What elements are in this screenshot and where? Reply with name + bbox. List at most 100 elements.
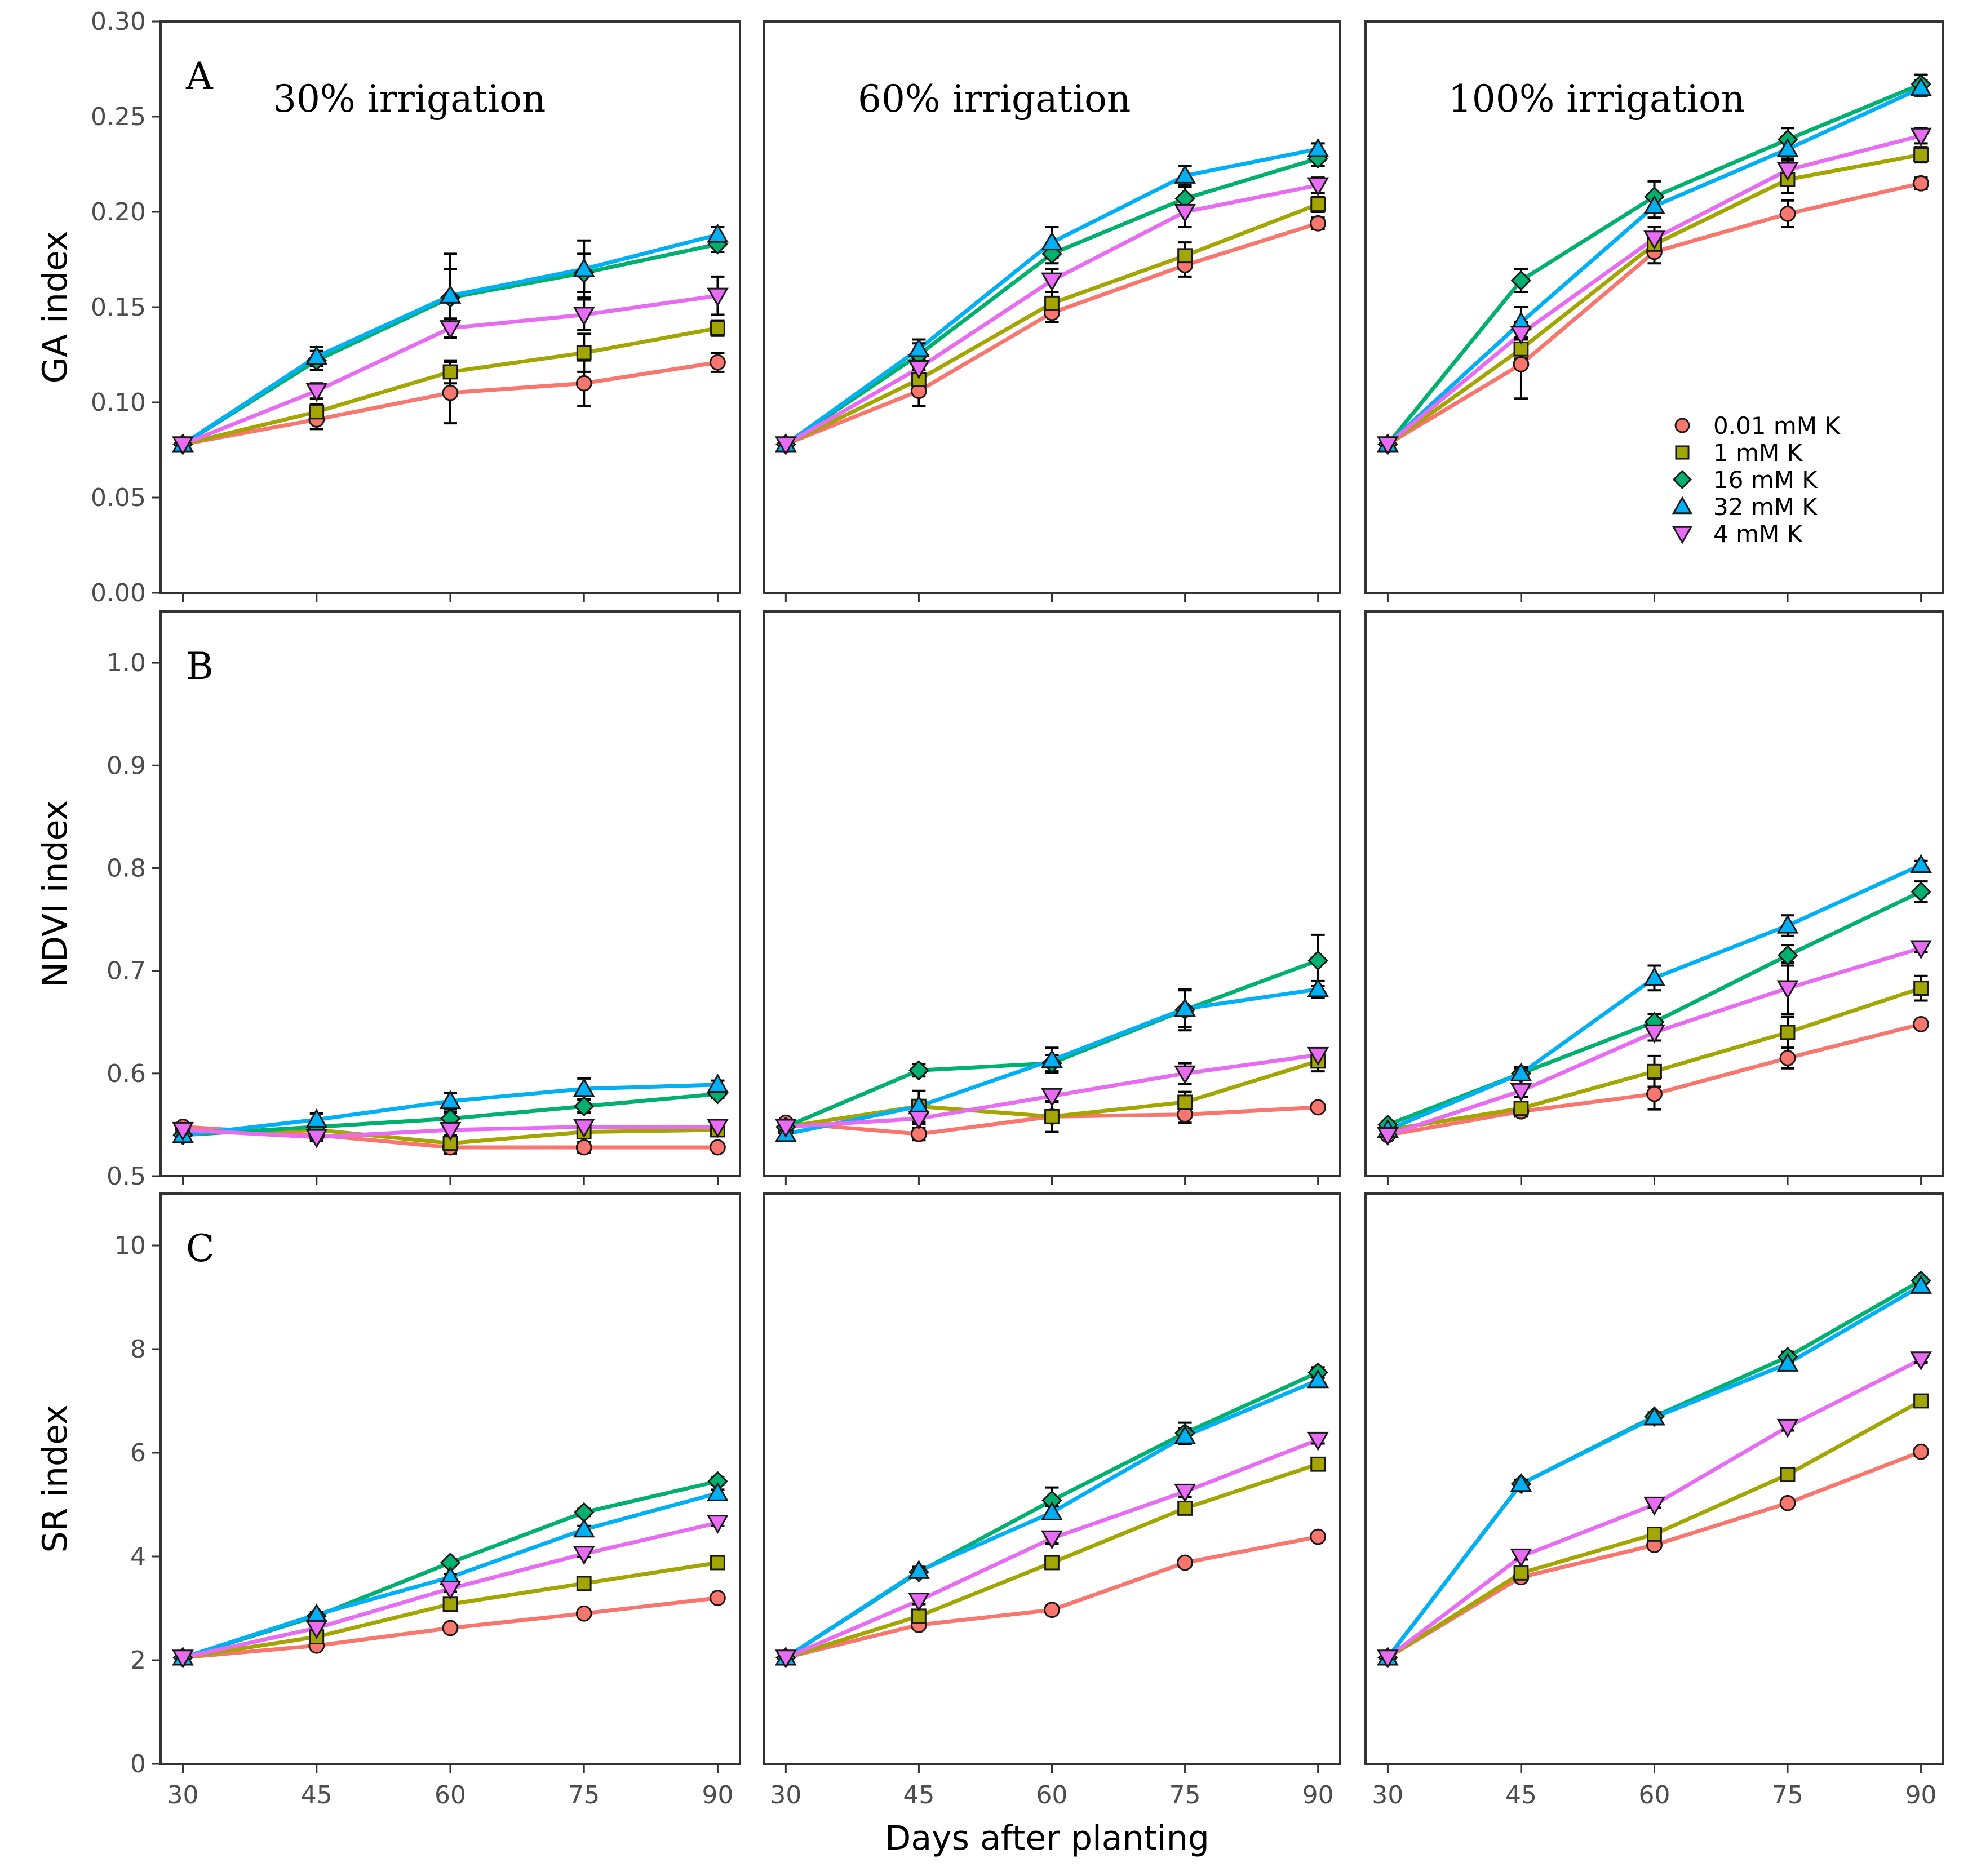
data-point-2 [576,1576,592,1591]
data-point-1 [1310,1099,1327,1116]
data-point-3 [1911,881,1931,902]
data-point-4 [1776,914,1799,934]
data-point-5 [439,1121,462,1141]
data-point-4 [1776,1352,1799,1372]
y-tick-label: 0.6 [107,1059,146,1088]
data-point-5 [1377,1127,1399,1146]
data-point-3 [1777,945,1798,966]
data-point-5 [1643,1024,1665,1044]
data-point-4 [305,345,328,365]
data-point-5 [707,1515,729,1534]
data-point-4 [908,338,930,357]
y-tick-label: 0.30 [91,7,146,36]
y-tick-label: 0.00 [91,579,146,607]
data-point-2 [1913,1393,1929,1409]
series-line-4 [1386,86,1922,446]
data-point-1 [1779,206,1796,222]
y-axis-title: NDVI index [36,800,75,987]
y-tick-label: 0 [130,1750,146,1779]
y-tick-label: 0.15 [91,293,146,322]
panel-frame [1364,1192,1944,1765]
data-point-5 [172,436,194,456]
data-point-4 [1910,1274,1932,1294]
data-point-4 [1510,1473,1532,1492]
panel-c-1: 0 2 4 6 8 10 30 45 60 75 90 C [114,1192,741,1810]
data-point-3 [908,1060,929,1081]
panel-letter: C [186,1227,215,1270]
data-point-1 [575,1605,592,1622]
data-point-5 [1910,1351,1932,1371]
legend-marker [1674,418,1690,433]
data-point-5 [1510,1083,1532,1102]
y-tick-label: 10 [114,1231,146,1260]
series-line-1 [785,1534,1319,1660]
data-point-2 [442,364,458,380]
data-point-5 [1307,1431,1329,1451]
data-point-4 [707,1074,729,1093]
data-point-1 [1044,1602,1060,1618]
y-tick-label: 1.0 [107,649,146,677]
data-point-5 [305,383,328,402]
legend-label: 0.01 mM K [1713,412,1841,440]
data-point-4 [908,1559,930,1579]
panel-a-3: 100% irrigation [1364,20,1944,602]
data-point-5 [172,1649,194,1669]
panel-a-2: 60% irrigation [763,20,1341,602]
legend-marker [1672,526,1693,544]
data-point-1 [710,1139,726,1156]
data-point-4 [573,1518,595,1538]
data-point-2 [1913,147,1929,163]
data-point-3 [1307,950,1328,971]
x-tick-label: 90 [1302,1781,1334,1810]
panel-letter: A [185,55,214,98]
x-tick-label: 30 [1372,1781,1403,1810]
data-point-5 [908,360,930,379]
data-point-5 [573,307,595,326]
y-tick-label: 0.10 [91,388,146,417]
data-point-5 [439,1580,462,1600]
data-point-4 [305,1108,328,1128]
data-point-3 [574,1096,595,1117]
data-point-5 [1643,1496,1665,1516]
data-point-5 [1041,1530,1063,1550]
legend-label: 32 mM K [1713,493,1818,521]
column-title: 100% irrigation [1448,77,1745,121]
data-point-2 [1647,1063,1662,1079]
data-point-2 [1513,1565,1529,1581]
data-point-2 [1044,1555,1060,1571]
data-point-2 [1913,981,1929,996]
x-tick-label: 30 [770,1781,801,1810]
data-point-4 [1041,231,1063,251]
data-point-4 [1174,164,1196,184]
y-tick-label: 2 [130,1646,146,1675]
x-axis-title: Days after planting [885,1819,1209,1858]
data-point-4 [1510,1062,1532,1081]
data-point-1 [1779,1494,1796,1511]
data-point-4 [1174,1425,1196,1444]
data-point-1 [710,1590,726,1606]
data-point-1 [710,354,726,371]
data-point-1 [1310,1528,1327,1545]
data-point-1 [1646,1085,1663,1102]
data-point-4 [573,1077,595,1097]
data-point-2 [1177,1501,1193,1516]
data-point-2 [710,1555,725,1571]
x-tick-label: 45 [903,1781,934,1810]
data-point-4 [1910,77,1932,96]
data-point-5 [1377,436,1399,456]
data-point-4 [707,223,729,243]
data-point-3 [1510,270,1532,291]
data-point-1 [1913,1443,1929,1460]
panels: 0.00 0.05 0.10 0.15 0.20 0.25 0.30 30% irrigati… [36,7,1944,1810]
data-point-1 [1310,215,1327,232]
x-tick-label: 30 [167,1781,199,1810]
data-point-5 [1377,1649,1399,1669]
y-tick-label: 0.8 [107,854,146,882]
data-point-2 [710,320,725,336]
data-point-1 [1913,175,1929,192]
y-axis-title: SR index [36,1405,75,1553]
x-tick-label: 75 [1772,1781,1803,1810]
data-point-4 [1041,1501,1063,1520]
data-point-4 [573,258,595,277]
panel-letter: B [186,645,214,688]
